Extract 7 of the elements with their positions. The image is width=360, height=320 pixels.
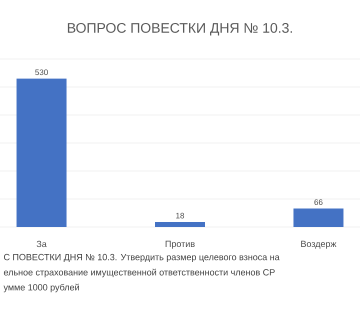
x-tick-label: Против [166,240,195,249]
text: умме 1000 рублей [4,284,79,292]
chart-title: ВОПРОС ПОВЕСТКИ ДНЯ № 10.3. [68,22,292,36]
x-tick-label: За [36,240,47,248]
x-tick-label: Воздерж [301,240,336,249]
text: ельное страхование имущественной ответственности членов СР [4,268,275,278]
text: С ПОВЕСТКИ ДНЯ № 10.3. Утвердить размер целевого взноса на [4,254,280,262]
